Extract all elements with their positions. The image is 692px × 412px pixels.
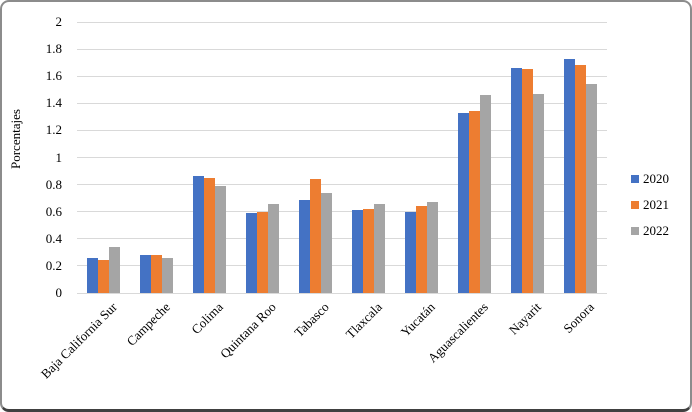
y-tick-label: 1.6: [45, 68, 62, 84]
bar-2022-Sonora: [586, 84, 597, 293]
bar-2021-Tlaxcala: [363, 209, 374, 293]
x-axis-label: Tlaxcala: [342, 299, 385, 342]
bar-2021-Yucatán: [416, 206, 427, 293]
y-tick-label: 0.4: [45, 230, 62, 246]
bar-2022-Nayarit: [533, 93, 544, 293]
bar-2020-Colima: [193, 176, 204, 293]
gridline: [77, 292, 607, 294]
bar-2021-Campeche: [151, 255, 162, 293]
legend-item-2022: 2022: [631, 218, 669, 244]
y-axis-tick-labels: 0 0.2 0.4 0.6 0.8 1 1.2 1.4 1.6 1.8 2: [2, 2, 62, 409]
y-tick-label: 0: [55, 285, 63, 300]
bar-2020-Tlaxcala: [352, 210, 363, 293]
gridline: [77, 184, 607, 186]
bar-2021-Quintana Roo: [257, 211, 268, 293]
y-tick-label: 2: [55, 14, 63, 29]
legend: 2020 2021 2022: [631, 166, 669, 244]
bar-2021-Baja California Sur: [98, 260, 109, 293]
bar-2022-Baja California Sur: [109, 246, 120, 293]
bar-2020-Sonora: [564, 58, 575, 293]
y-tick-label: 0.2: [45, 257, 62, 273]
y-tick-label: 1: [55, 149, 63, 165]
y-tick-label: 1.8: [45, 41, 62, 57]
legend-item-2021: 2021: [631, 192, 669, 218]
bar-2020-Campeche: [140, 255, 151, 293]
legend-label: 2022: [643, 223, 669, 238]
x-axis-label: Colima: [187, 299, 226, 337]
bar-2021-Aguascalientes: [469, 111, 480, 293]
bar-2022-Aguascalientes: [480, 95, 491, 293]
bar-2020-Quintana Roo: [246, 213, 257, 293]
gridline: [77, 21, 607, 23]
gridline: [77, 75, 607, 77]
bar-2022-Yucatán: [427, 202, 438, 293]
bar-2022-Quintana Roo: [268, 203, 279, 293]
legend-label: 2021: [643, 197, 669, 212]
gridline: [77, 238, 607, 240]
x-axis-label: Nayarit: [505, 299, 544, 338]
legend-item-2020: 2020: [631, 166, 669, 192]
x-axis-label: Tabasco: [290, 299, 332, 340]
gridline: [77, 157, 607, 158]
x-axis-label: Quintana Roo: [216, 299, 279, 362]
y-tick-label: 0.6: [45, 203, 62, 219]
bar-2020-Aguascalientes: [458, 112, 469, 293]
y-tick-label: 0.8: [45, 176, 62, 192]
gridline: [77, 129, 607, 131]
bar-2020-Yucatán: [405, 211, 416, 293]
bar-2022-Tabasco: [321, 192, 332, 293]
x-axis-label: Yucatán: [397, 299, 438, 340]
bar-2020-Nayarit: [511, 68, 522, 293]
bar-2021-Colima: [204, 177, 215, 293]
plot-area: [77, 21, 607, 294]
bar-2022-Colima: [215, 185, 226, 293]
legend-swatch-icon: [631, 175, 639, 183]
bar-2021-Tabasco: [310, 179, 321, 293]
y-tick-label: 1.4: [45, 95, 62, 111]
y-tick-label: 1.2: [45, 122, 62, 138]
legend-swatch-icon: [631, 201, 639, 209]
bar-2021-Sonora: [575, 65, 586, 293]
gridline: [77, 211, 607, 213]
legend-label: 2020: [643, 171, 669, 186]
x-axis-label: Campeche: [122, 299, 173, 349]
bar-2021-Nayarit: [522, 69, 533, 293]
bar-2020-Baja California Sur: [87, 257, 98, 293]
bar-2020-Tabasco: [299, 199, 310, 293]
gridline: [77, 102, 607, 104]
gridline: [77, 265, 607, 267]
gridline: [77, 48, 607, 50]
legend-swatch-icon: [631, 227, 639, 235]
bar-2022-Tlaxcala: [374, 203, 385, 293]
x-axis-label: Sonora: [559, 299, 597, 336]
bar-2022-Campeche: [162, 257, 173, 293]
